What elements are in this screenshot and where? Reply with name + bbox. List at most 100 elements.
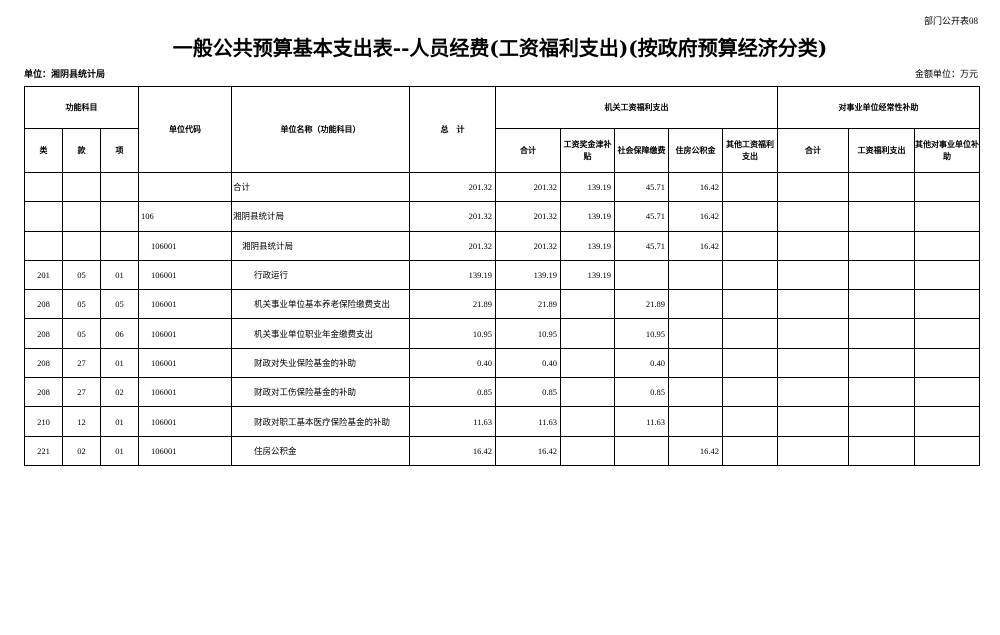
table-cell: 机关事业单位基本养老保险缴费支出 xyxy=(231,289,410,320)
header-cell: 合计 xyxy=(495,128,561,173)
table-cell xyxy=(722,201,778,232)
table-row: 208 27 02 106001 财政对工伤保险基金的补助 0.85 0.85 0.85 xyxy=(24,377,980,408)
table-cell xyxy=(848,406,915,437)
table-cell: 10.95 xyxy=(409,318,496,349)
table-cell: 21.89 xyxy=(614,289,669,320)
table-cell: 10.95 xyxy=(495,318,561,349)
header-cell: 合计 xyxy=(777,128,849,173)
header-cell: 单位名称（功能科目） xyxy=(231,86,410,173)
table-cell xyxy=(848,171,915,203)
table-cell xyxy=(777,406,849,437)
table-cell: 16.42 xyxy=(495,435,561,466)
table-cell xyxy=(722,347,778,379)
table-cell xyxy=(100,171,139,203)
header-cell: 总 计 xyxy=(409,86,496,173)
table-cell xyxy=(722,259,778,291)
table-cell: 106 xyxy=(138,201,232,232)
table-cell: 210 xyxy=(24,406,63,437)
table-cell: 机关事业单位职业年金缴费支出 xyxy=(231,318,410,349)
header-cell: 功能科目 xyxy=(24,86,139,129)
table-cell: 01 xyxy=(100,347,139,379)
table-cell: 湘阴县统计局 xyxy=(231,230,410,261)
table-row: 106 湘阴县统计局 201.32 201.32 139.19 45.71 16.42 xyxy=(24,201,980,232)
table-cell: 27 xyxy=(62,377,101,408)
table-cell: 201.32 xyxy=(495,201,561,232)
table-cell xyxy=(848,347,915,379)
header-cell: 社会保障缴费 xyxy=(614,128,669,173)
table-cell: 106001 xyxy=(138,377,232,408)
table-row: 208 27 01 106001 财政对失业保险基金的补助 0.40 0.40 0.40 xyxy=(24,347,980,379)
table-cell xyxy=(848,259,915,291)
table-cell xyxy=(560,435,615,466)
table-cell: 10.95 xyxy=(614,318,669,349)
table-cell xyxy=(777,435,849,466)
table-cell xyxy=(668,347,723,379)
table-cell: 0.40 xyxy=(614,347,669,379)
table-cell: 01 xyxy=(100,406,139,437)
header-cell: 项 xyxy=(100,128,139,173)
header-cell: 对事业单位经常性补助 xyxy=(777,86,980,129)
table-cell xyxy=(914,230,980,261)
table-cell: 0.40 xyxy=(495,347,561,379)
table-cell: 05 xyxy=(62,259,101,291)
table-cell: 01 xyxy=(100,435,139,466)
table-cell xyxy=(848,230,915,261)
table-cell xyxy=(914,377,980,408)
table-cell: 16.42 xyxy=(668,171,723,203)
header-cell: 工资奖金津补贴 xyxy=(560,128,615,173)
header-cell: 机关工资福利支出 xyxy=(495,86,778,129)
table-cell: 45.71 xyxy=(614,171,669,203)
table-cell xyxy=(722,171,778,203)
table-cell xyxy=(777,347,849,379)
table-cell xyxy=(848,289,915,320)
table-row: 208 05 06 106001 机关事业单位职业年金缴费支出 10.95 10.95 10.… xyxy=(24,318,980,349)
table-cell: 201.32 xyxy=(409,230,496,261)
table-cell: 16.42 xyxy=(668,201,723,232)
table-cell: 106001 xyxy=(138,289,232,320)
table-row: 221 02 01 106001 住房公积金 16.42 16.42 16.42 xyxy=(24,435,980,466)
table-cell: 106001 xyxy=(138,406,232,437)
table-cell: 45.71 xyxy=(614,201,669,232)
table-cell: 湘阴县统计局 xyxy=(231,201,410,232)
table-cell xyxy=(777,171,849,203)
table-cell xyxy=(614,435,669,466)
table-cell: 201 xyxy=(24,259,63,291)
table-cell: 16.42 xyxy=(668,435,723,466)
table-cell xyxy=(777,289,849,320)
table-cell: 财政对职工基本医疗保险基金的补助 xyxy=(231,406,410,437)
table-cell xyxy=(138,171,232,203)
table-cell: 0.85 xyxy=(409,377,496,408)
header-cell: 住房公积金 xyxy=(668,128,723,173)
table-cell xyxy=(914,289,980,320)
table-cell xyxy=(914,171,980,203)
table-cell xyxy=(24,171,63,203)
table-cell xyxy=(62,171,101,203)
table-cell: 139.19 xyxy=(409,259,496,291)
table-cell: 05 xyxy=(62,318,101,349)
table-cell xyxy=(668,289,723,320)
table-cell: 0.85 xyxy=(614,377,669,408)
table-cell: 139.19 xyxy=(560,171,615,203)
header-cell: 款 xyxy=(62,128,101,173)
table-cell: 16.42 xyxy=(668,230,723,261)
table-cell xyxy=(914,318,980,349)
table-cell: 106001 xyxy=(138,230,232,261)
header-cell: 类 xyxy=(24,128,63,173)
table-cell xyxy=(668,406,723,437)
table-cell: 05 xyxy=(62,289,101,320)
table-cell: 201.32 xyxy=(409,171,496,203)
table-cell xyxy=(668,318,723,349)
table: 功能科目 单位代码 单位名称（功能科目） 总 计 机关工资福利支出 对事业单位经… xyxy=(24,86,980,466)
table-cell: 11.63 xyxy=(409,406,496,437)
title: 一般公共预算基本支出表--人员经费(工资福利支出)(按政府预算经济分类) xyxy=(172,36,828,60)
table-cell xyxy=(914,435,980,466)
table-cell: 139.19 xyxy=(495,259,561,291)
header-cell: 工资福利支出 xyxy=(848,128,915,173)
table-cell xyxy=(100,201,139,232)
form-number: 部门公开表08 xyxy=(923,16,978,26)
table-cell xyxy=(777,201,849,232)
table-cell xyxy=(914,406,980,437)
table-cell: 02 xyxy=(100,377,139,408)
table-cell xyxy=(722,289,778,320)
table-cell xyxy=(24,230,63,261)
